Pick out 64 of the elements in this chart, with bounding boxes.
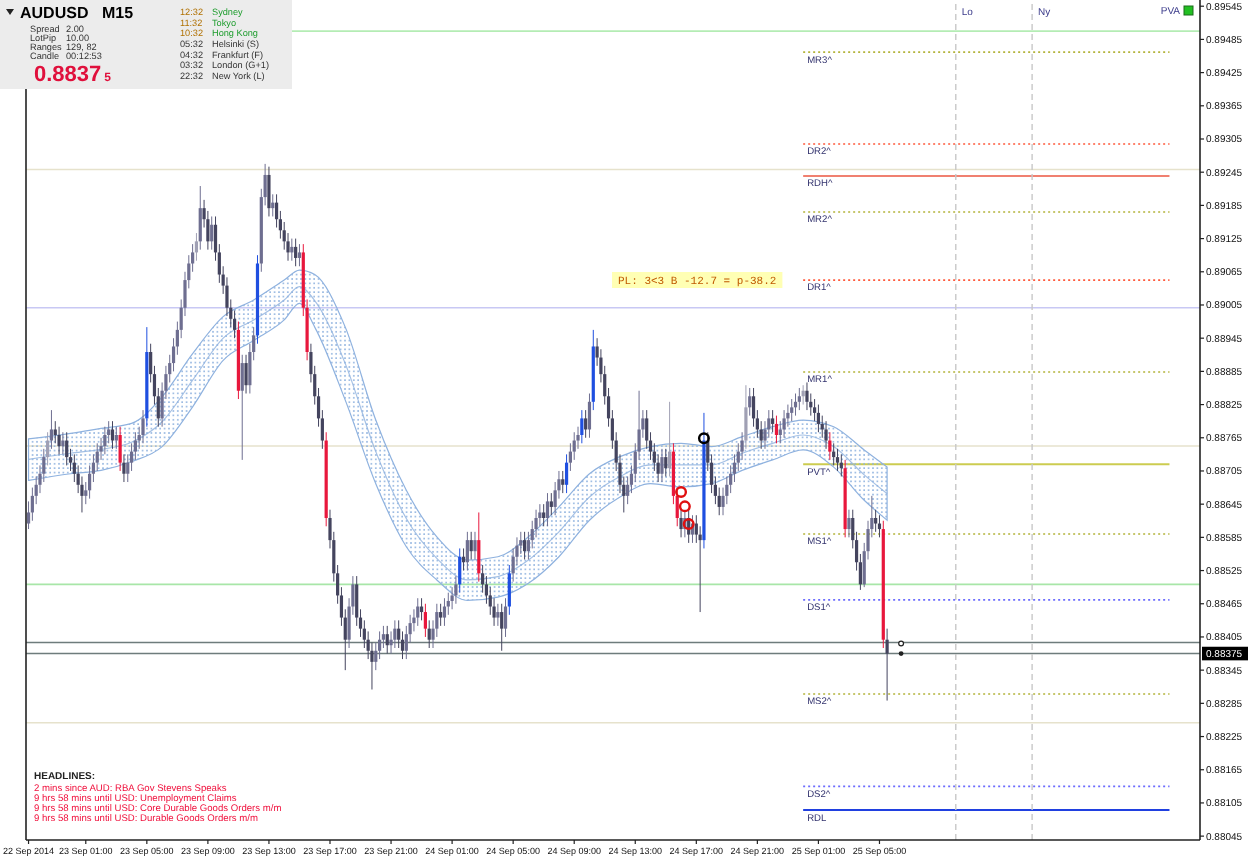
candlestick [523, 531, 527, 560]
candlestick [496, 603, 500, 627]
candlestick [244, 354, 248, 395]
candlestick [874, 509, 878, 533]
candlestick [847, 509, 851, 538]
candlestick [57, 426, 61, 455]
candlestick [267, 166, 271, 217]
candlestick [774, 415, 779, 444]
candlestick [782, 409, 786, 439]
candlestick [65, 431, 69, 466]
candlestick [240, 354, 244, 461]
candlestick [473, 531, 477, 560]
candlestick [297, 243, 302, 267]
candlestick [46, 431, 50, 466]
candlestick [668, 401, 672, 477]
candlestick [198, 185, 202, 251]
chart-title: AUDUSD M15 [20, 4, 135, 22]
candlestick [805, 381, 809, 411]
candlestick [797, 387, 801, 411]
candlestick [584, 409, 588, 439]
candlestick [835, 448, 840, 472]
candlestick [503, 597, 508, 638]
candlestick [744, 384, 748, 450]
candlestick [141, 409, 145, 444]
candlestick [507, 564, 511, 616]
candlestick [664, 448, 668, 477]
candlestick [458, 547, 462, 594]
candlestick [469, 531, 473, 560]
candlestick [454, 575, 458, 605]
candlestick [439, 603, 443, 627]
candlestick [564, 453, 569, 494]
candlestick [500, 603, 504, 652]
candlestick [210, 215, 214, 251]
candlestick [549, 492, 553, 516]
candlestick [679, 509, 683, 538]
candlestick [660, 448, 664, 483]
candlestick [110, 420, 115, 450]
candlestick [465, 531, 469, 572]
candlestick [885, 628, 889, 702]
candlestick [294, 238, 298, 267]
candlestick [194, 232, 199, 262]
candlestick [561, 470, 565, 494]
candlestick [416, 597, 420, 627]
candlestick [118, 426, 122, 472]
candlestick [122, 453, 126, 483]
candlestick [427, 619, 431, 649]
candlestick [748, 387, 752, 417]
candlestick [771, 409, 775, 433]
candlestick [545, 492, 550, 527]
candlestick [49, 409, 54, 450]
candlestick [393, 619, 397, 649]
candlestick [587, 393, 592, 439]
candlestick [790, 398, 794, 422]
candlestick [542, 503, 546, 527]
candlestick [816, 404, 821, 433]
candlestick [385, 625, 389, 655]
candlestick [114, 426, 118, 450]
candlestick [477, 511, 481, 583]
candlestick [828, 431, 832, 461]
candlestick [824, 420, 828, 450]
candlestick [423, 603, 427, 638]
candlestick [103, 426, 107, 455]
candlestick [580, 409, 584, 444]
candlestick [442, 597, 447, 627]
